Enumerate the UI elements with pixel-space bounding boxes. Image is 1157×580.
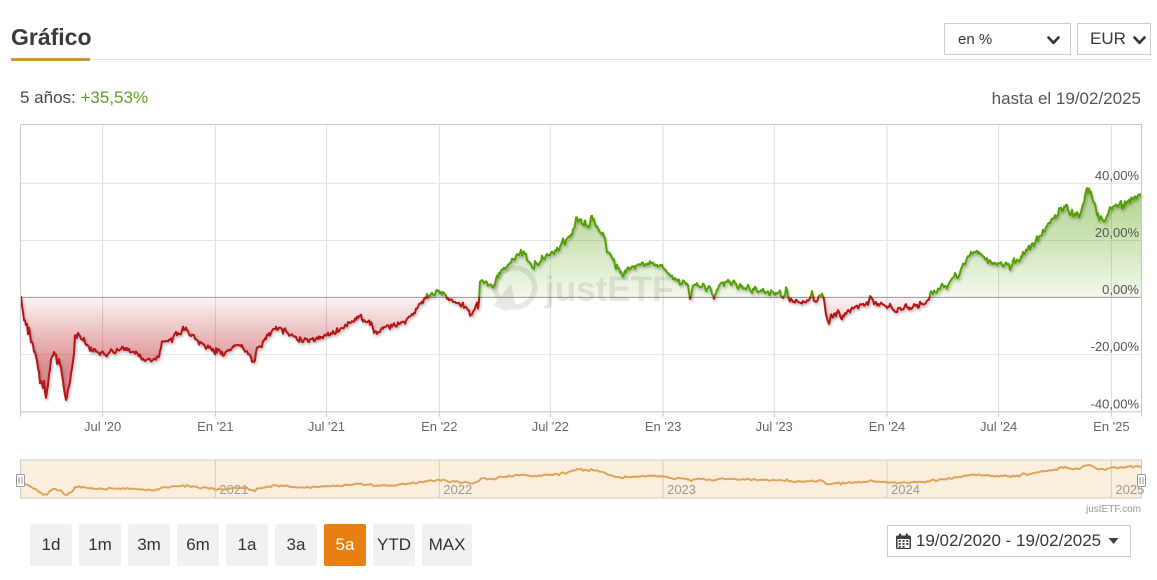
- svg-text:En '21: En '21: [197, 419, 233, 434]
- svg-text:justETF.com: justETF.com: [1085, 504, 1141, 515]
- svg-text:En '24: En '24: [869, 419, 905, 434]
- svg-text:20,00%: 20,00%: [1095, 225, 1140, 240]
- svg-text:En '23: En '23: [645, 419, 681, 434]
- svg-text:Jul '20: Jul '20: [84, 419, 121, 434]
- svg-text:2021: 2021: [219, 482, 248, 497]
- svg-text:En '25: En '25: [1093, 419, 1129, 434]
- svg-text:2023: 2023: [667, 482, 696, 497]
- svg-text:Jul '21: Jul '21: [308, 419, 345, 434]
- svg-text:Jul '22: Jul '22: [532, 419, 569, 434]
- svg-text:Jul '23: Jul '23: [756, 419, 793, 434]
- svg-text:-20,00%: -20,00%: [1091, 339, 1140, 354]
- svg-text:Jul '24: Jul '24: [980, 419, 1017, 434]
- svg-text:2024: 2024: [891, 482, 920, 497]
- svg-text:En '22: En '22: [421, 419, 457, 434]
- svg-text:40,00%: 40,00%: [1095, 168, 1140, 183]
- svg-text:-40,00%: -40,00%: [1091, 396, 1140, 411]
- svg-text:0,00%: 0,00%: [1102, 282, 1139, 297]
- svg-text:2022: 2022: [443, 482, 472, 497]
